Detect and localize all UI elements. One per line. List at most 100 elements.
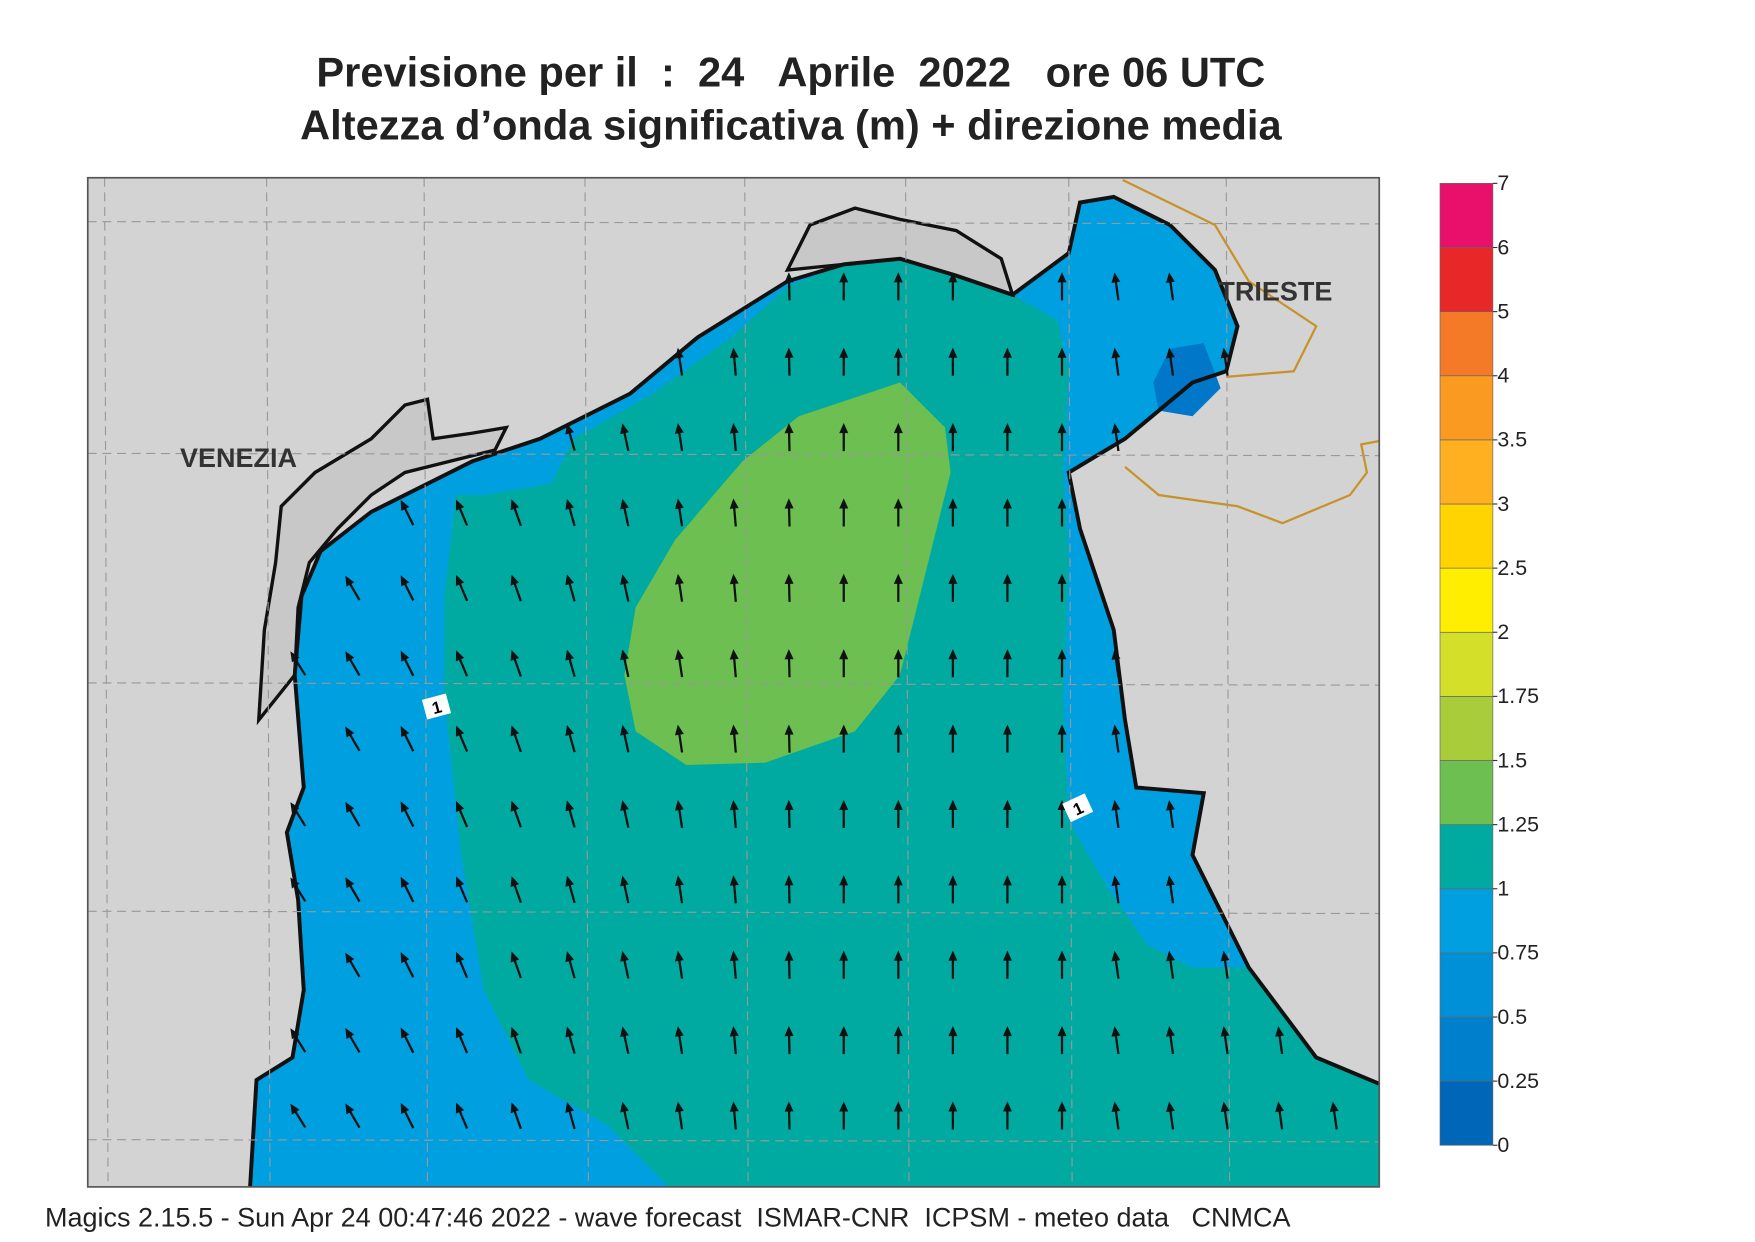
arrow xyxy=(1166,272,1175,301)
arrow xyxy=(1111,1101,1121,1130)
arrow-head xyxy=(784,423,794,434)
arrow xyxy=(839,573,849,602)
arrow-head xyxy=(784,649,794,660)
legend-tick-label: 0.75 xyxy=(1497,941,1539,965)
legend-swatch xyxy=(1439,1080,1494,1146)
arrow-head xyxy=(839,1026,849,1037)
arrow xyxy=(1220,1101,1230,1130)
arrow xyxy=(1002,950,1012,979)
arrow-head xyxy=(290,877,300,889)
arrow-head xyxy=(620,498,629,510)
arrow xyxy=(784,1101,794,1130)
arrow-head xyxy=(620,800,629,812)
arrow-head xyxy=(620,423,629,435)
arrow xyxy=(1111,272,1121,301)
arrow-head xyxy=(729,498,739,509)
arrow-head xyxy=(784,272,794,283)
arrow-head xyxy=(1275,1101,1285,1113)
arrow xyxy=(784,573,794,602)
arrow-head xyxy=(729,347,739,359)
arrow-head xyxy=(510,649,520,662)
map xyxy=(87,177,1380,1187)
graticule-line xyxy=(1225,177,1231,1187)
arrow-head xyxy=(510,1102,520,1114)
arrow-head xyxy=(400,726,410,738)
arrow xyxy=(510,1102,522,1130)
arrow-head xyxy=(400,876,410,888)
arrow-head xyxy=(455,725,465,737)
arrow xyxy=(674,649,684,678)
arrow xyxy=(784,423,794,452)
arrow-head xyxy=(1057,1101,1067,1112)
arrow xyxy=(1002,423,1012,452)
graticule-line xyxy=(87,910,1380,915)
arrow xyxy=(620,574,630,602)
arrow xyxy=(784,498,794,527)
arrow xyxy=(784,875,794,904)
arrow-head xyxy=(620,649,629,661)
legend-swatch xyxy=(1439,247,1494,312)
arrow xyxy=(510,649,522,677)
graticule-line xyxy=(87,452,1380,457)
arrow-head xyxy=(565,1101,575,1113)
arrow xyxy=(1057,347,1067,376)
arrow-head xyxy=(1166,875,1175,887)
arrow xyxy=(620,800,630,828)
arrow-head xyxy=(290,802,300,814)
legend-swatch xyxy=(1439,439,1494,505)
arrow-head xyxy=(565,574,575,586)
legend-tick-label: 5 xyxy=(1497,299,1509,323)
arrow xyxy=(620,724,630,753)
arrow-head xyxy=(893,498,903,509)
arrow-head xyxy=(674,1101,684,1113)
arrow-head xyxy=(400,575,410,587)
arrow xyxy=(400,499,415,526)
venice-lagoon xyxy=(256,397,510,726)
arrow xyxy=(400,726,415,752)
arrow xyxy=(345,575,361,601)
border xyxy=(1122,178,1380,525)
arrow xyxy=(565,423,576,451)
arrow-head xyxy=(1002,875,1012,886)
arrow-head xyxy=(565,1026,575,1038)
graticule-line xyxy=(266,177,271,1187)
legend-tick-label: 1 xyxy=(1497,877,1509,901)
arrow xyxy=(345,877,361,903)
arrow xyxy=(565,649,576,678)
arrow xyxy=(455,574,469,602)
arrow-head xyxy=(1057,423,1067,434)
arrow-head xyxy=(290,1103,300,1115)
arrow xyxy=(510,1026,522,1054)
legend-tick-label: 3 xyxy=(1497,492,1509,516)
arrow-head xyxy=(1166,1026,1175,1037)
arrow xyxy=(674,1101,684,1130)
arrow-head xyxy=(948,1101,958,1112)
arrow xyxy=(784,347,794,376)
arrow xyxy=(893,799,903,828)
arrow-head xyxy=(1002,423,1012,434)
arrow xyxy=(510,800,522,828)
arrow-head xyxy=(1002,724,1012,735)
arrow-head xyxy=(1220,347,1230,359)
graticule-line xyxy=(1068,177,1073,1187)
arrow xyxy=(1111,347,1121,376)
arrow xyxy=(839,875,849,904)
arrow-head xyxy=(674,347,684,359)
legend-swatch xyxy=(1439,824,1494,890)
arrow xyxy=(839,272,849,301)
arrow-head xyxy=(948,423,958,434)
arrow-head xyxy=(674,649,684,660)
arrow-head xyxy=(948,498,958,509)
legend-swatch xyxy=(1439,1016,1494,1082)
arrow xyxy=(1166,875,1175,904)
arrow-head xyxy=(1111,423,1121,434)
arrow-head xyxy=(729,573,739,585)
legend-swatch xyxy=(1439,760,1494,825)
arrow xyxy=(839,799,849,828)
arrow-head xyxy=(839,347,849,358)
arrow xyxy=(729,573,739,602)
arrow xyxy=(1329,1101,1339,1130)
arrow-head xyxy=(729,799,739,811)
contour-label: 1 xyxy=(421,693,452,720)
arrow xyxy=(510,574,522,602)
